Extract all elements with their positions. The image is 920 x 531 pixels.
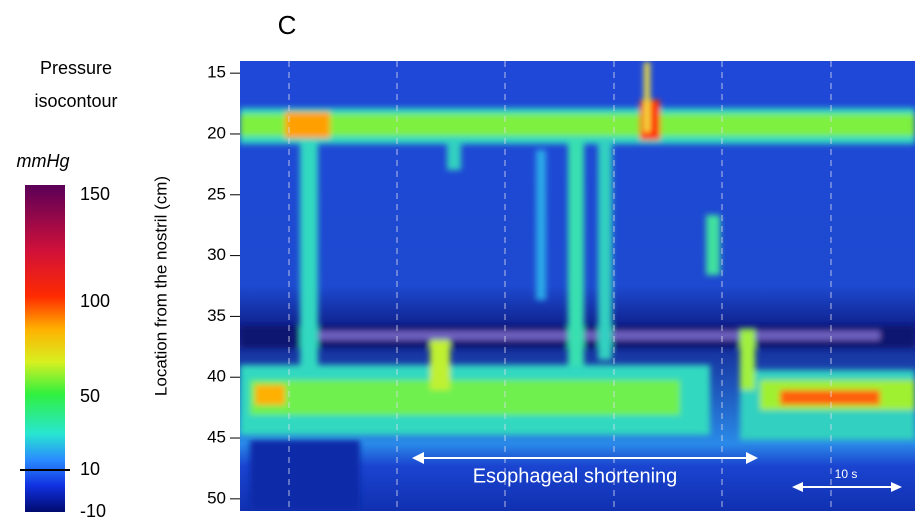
colorbar-title: Pressure	[40, 58, 112, 78]
y-tick-label: 25	[207, 184, 226, 203]
y-tick-label: 45	[207, 428, 226, 447]
annotation: Esophageal shortening	[473, 465, 678, 487]
colorbar-tick-label: 150	[80, 184, 110, 204]
colorbar-tick-label: 100	[80, 291, 110, 311]
colorbar-tick-label: 10	[80, 459, 100, 479]
shortening-arrow	[412, 452, 758, 464]
y-tick-label: 30	[207, 245, 226, 264]
y-tick-label: 20	[207, 123, 226, 142]
scale-arrow	[792, 482, 902, 492]
colorbar	[25, 185, 65, 512]
heatmap	[240, 61, 915, 511]
panel-label: C	[278, 10, 297, 40]
colorbar-title: isocontour	[34, 91, 117, 111]
y-axis-label: Location from the nostril (cm)	[151, 176, 170, 396]
y-tick-label: 35	[207, 306, 226, 325]
y-tick-label: 15	[207, 63, 226, 82]
colorbar-unit: mmHg	[17, 151, 70, 171]
colorbar-tick-label: 50	[80, 386, 100, 406]
colorbar-tick-label: -10	[80, 501, 106, 521]
y-tick-label: 50	[207, 488, 226, 507]
y-tick-label: 40	[207, 367, 226, 386]
annotation: 10 s	[835, 467, 858, 481]
